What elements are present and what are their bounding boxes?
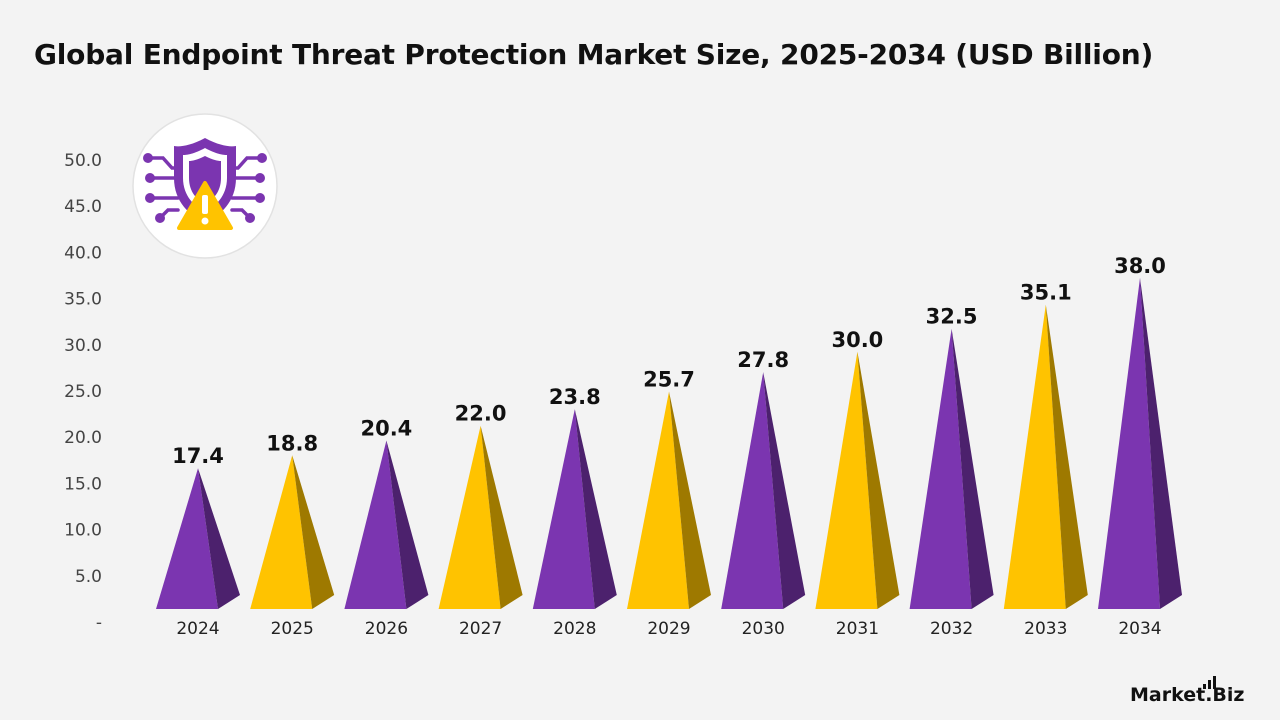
x-tick-label: 2030 [742, 619, 785, 639]
bar [721, 372, 806, 609]
bar-side-face [386, 440, 429, 609]
x-tick-label: 2031 [836, 619, 879, 639]
bar-front-face [438, 425, 501, 609]
bar-side-face [669, 391, 711, 609]
data-label: 38.0 [1114, 254, 1166, 278]
bar [627, 391, 711, 609]
y-tick-label: 15.0 [64, 474, 102, 494]
data-label: 32.5 [926, 305, 978, 329]
bar [250, 455, 335, 609]
x-tick-label: 2033 [1024, 619, 1067, 639]
shield-alert-icon [132, 113, 278, 259]
data-label: 18.8 [266, 431, 318, 455]
data-label: 30.0 [831, 328, 883, 352]
value-labels: 17.4 18.8 20.4 22.0 23.8 25.7 27.8 30.0 32.5 35.1… [172, 254, 1166, 468]
y-tick-label: 30.0 [64, 336, 102, 356]
y-tick-label: 5.0 [75, 567, 102, 587]
y-tick-label: 20.0 [64, 428, 102, 448]
bar-front-face [721, 372, 784, 609]
bar-front-face [815, 351, 878, 609]
bar-side-face [951, 328, 994, 609]
y-tick-label: 50.0 [64, 151, 102, 171]
data-label: 35.1 [1020, 281, 1072, 305]
x-tick-label: 2029 [647, 619, 690, 639]
y-tick-label: 10.0 [64, 521, 102, 541]
x-tick-label: 2034 [1118, 619, 1161, 639]
bar [156, 468, 240, 609]
y-tick-label: 35.0 [64, 290, 102, 310]
bar [438, 425, 523, 609]
bar [815, 351, 900, 609]
y-axis: - 5.0 10.0 15.0 20.0 25.0 30.0 35.0 40.0 45.0 50.0 [64, 151, 102, 633]
bar-front-face [1098, 277, 1160, 609]
bar-side-face [198, 468, 240, 609]
bar-side-face [480, 425, 523, 609]
brand-bars-icon [1203, 676, 1216, 689]
bar [1098, 277, 1182, 609]
bar-side-face [1045, 304, 1088, 609]
bar-side-face [574, 409, 617, 609]
x-tick-label: 2025 [271, 619, 314, 639]
x-tick-label: 2028 [553, 619, 596, 639]
x-tick-label: 2024 [176, 619, 219, 639]
bar-front-face [532, 409, 595, 609]
bar-front-face [1003, 304, 1066, 609]
data-label: 22.0 [455, 402, 507, 426]
y-tick-label: - [96, 613, 102, 633]
chart-title: Global Endpoint Threat Protection Market… [34, 38, 1154, 71]
data-label: 17.4 [172, 444, 224, 468]
bar-side-face [857, 351, 900, 609]
bar [344, 440, 429, 609]
y-tick-label: 45.0 [64, 197, 102, 217]
data-label: 20.4 [360, 417, 412, 441]
bar-front-face [156, 468, 218, 609]
data-label: 23.8 [549, 385, 601, 409]
bar [1003, 304, 1088, 609]
brand-logo: Market.Biz [1130, 676, 1244, 706]
y-tick-label: 40.0 [64, 243, 102, 263]
x-axis: 2024 2025 2026 2027 2028 2029 2030 2031 2032 2033… [176, 619, 1161, 639]
data-label: 27.8 [737, 348, 789, 372]
bar-front-face [627, 391, 689, 609]
bar-front-face [344, 440, 407, 609]
x-tick-label: 2027 [459, 619, 502, 639]
bar-side-face [1140, 277, 1182, 609]
bar-side-face [763, 372, 806, 609]
bars [156, 277, 1182, 609]
bar-side-face [292, 455, 335, 609]
data-label: 25.7 [643, 368, 695, 392]
x-tick-label: 2032 [930, 619, 973, 639]
y-tick-label: 25.0 [64, 382, 102, 402]
x-tick-label: 2026 [365, 619, 408, 639]
bar [909, 328, 994, 609]
bar [532, 409, 617, 609]
brand-name: Market.Biz [1130, 684, 1244, 706]
bar-front-face [250, 455, 313, 609]
bar-front-face [909, 328, 972, 609]
